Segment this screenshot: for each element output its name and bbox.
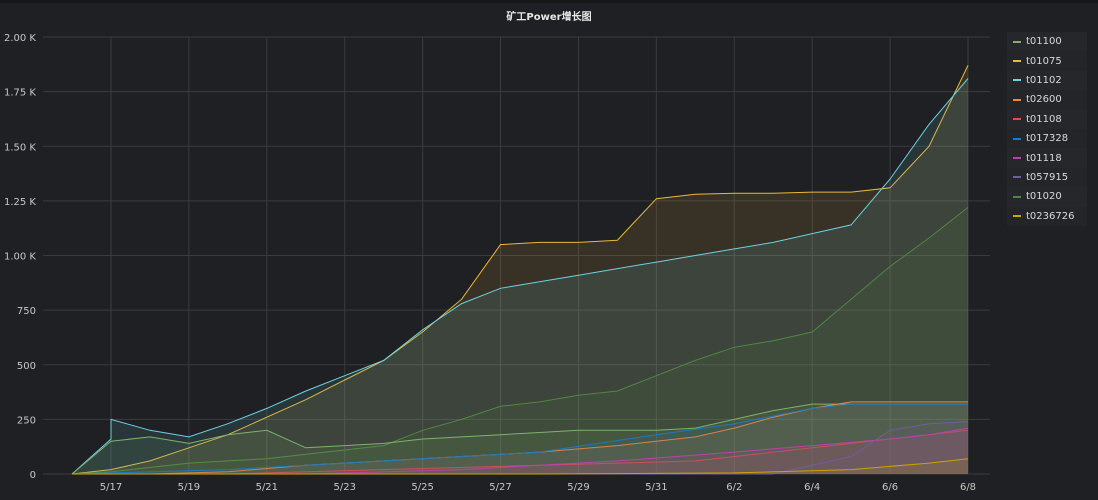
legend-label: t01100 <box>1026 36 1062 48</box>
x-tick-label: 6/4 <box>804 482 820 493</box>
legend-item-t01020[interactable]: t01020 <box>1007 187 1087 207</box>
series-line-t01020[interactable] <box>71 207 969 475</box>
legend-label: t01108 <box>1026 113 1062 125</box>
legend-item-t01108[interactable]: t01108 <box>1007 109 1087 129</box>
y-tick-label: 0 <box>30 470 36 481</box>
legend-swatch <box>1013 118 1021 121</box>
series-line-t01075[interactable] <box>71 65 969 475</box>
series-area-t0236726 <box>72 458 968 474</box>
series-area-t02600 <box>72 401 968 474</box>
series-line-t02600[interactable] <box>72 401 968 475</box>
x-tick-label: 5/21 <box>256 482 278 493</box>
series-line-t0236726[interactable] <box>72 458 969 475</box>
x-tick-label: 5/27 <box>489 482 511 493</box>
x-tick-label: 5/23 <box>333 482 355 493</box>
y-tick-label: 1.50 K <box>4 142 36 153</box>
legend-label: t01118 <box>1026 152 1062 164</box>
legend-swatch <box>1013 215 1021 218</box>
series-area-t01102 <box>72 78 968 474</box>
series-line-t017328[interactable] <box>71 403 968 475</box>
legend-swatch <box>1013 79 1021 82</box>
series-line-t01118[interactable] <box>72 427 969 475</box>
legend-item-t01102[interactable]: t01102 <box>1007 70 1087 91</box>
legend-swatch <box>1013 176 1021 179</box>
series-area-t01075 <box>72 65 968 475</box>
legend-label: t0236726 <box>1026 210 1075 222</box>
x-tick-label: 5/25 <box>411 482 433 493</box>
legend-item-t01100[interactable]: t01100 <box>1007 32 1087 52</box>
y-tick-label: 750 <box>17 306 36 317</box>
legend-item-t01075[interactable]: t01075 <box>1007 51 1087 71</box>
legend-label: t01075 <box>1026 55 1062 67</box>
series-area-t057915 <box>72 421 968 474</box>
chart-title: 矿工Power增长图 <box>506 12 592 23</box>
y-axis: 0 250 500 750 1.00 K 1.25 K 1.50 K 1.75 K 2.00 K <box>4 33 36 481</box>
series-area-t01118 <box>72 428 968 474</box>
legend-item-t017328[interactable]: t017328 <box>1007 128 1087 149</box>
x-tick-label: 6/2 <box>726 482 742 493</box>
x-tick-label: 5/19 <box>178 482 200 493</box>
x-tick-label: 6/8 <box>960 482 976 493</box>
legend-item-t02600[interactable]: t02600 <box>1007 90 1087 110</box>
legend-item-t057915[interactable]: t057915 <box>1007 167 1087 188</box>
y-tick-label: 1.25 K <box>4 197 36 208</box>
legend: t01100 t01075 t01102 t02600 t01108 t017328 t01… <box>1007 32 1087 226</box>
legend-swatch <box>1013 137 1021 140</box>
legend-label: t057915 <box>1026 171 1069 183</box>
series-line-t057915[interactable] <box>72 421 969 475</box>
x-tick-label: 6/6 <box>882 482 898 493</box>
series-area-t01108 <box>72 430 968 474</box>
x-tick-label: 5/29 <box>567 482 589 493</box>
y-tick-label: 250 <box>17 415 36 426</box>
legend-item-t01118[interactable]: t01118 <box>1007 148 1087 168</box>
top-bar <box>0 0 1098 3</box>
y-tick-label: 1.00 K <box>4 252 36 263</box>
grid <box>43 36 990 475</box>
legend-swatch <box>1013 195 1021 198</box>
y-tick-label: 1.75 K <box>4 88 36 99</box>
y-tick-label: 2.00 K <box>4 33 36 44</box>
legend-swatch <box>1013 60 1021 63</box>
series-line-t01100[interactable] <box>71 403 968 475</box>
legend-item-t0236726[interactable]: t0236726 <box>1007 206 1087 226</box>
x-tick-label: 5/17 <box>100 482 122 493</box>
series-area-t01020 <box>72 207 968 474</box>
legend-label: t01102 <box>1026 74 1062 86</box>
legend-label: t02600 <box>1026 94 1062 106</box>
y-tick-label: 500 <box>17 361 36 372</box>
legend-swatch <box>1013 157 1021 160</box>
legend-swatch <box>1013 98 1021 101</box>
legend-label: t01020 <box>1026 191 1062 203</box>
x-axis: 5/17 5/19 5/21 5/23 5/25 5/27 5/29 5/31 6/2 6/4 6/… <box>100 482 976 493</box>
series-line-t01102[interactable] <box>71 78 969 475</box>
series-layer <box>71 65 969 475</box>
legend-swatch <box>1013 40 1021 43</box>
legend-label: t017328 <box>1026 133 1069 145</box>
series-area-t017328 <box>72 404 968 474</box>
x-tick-label: 5/31 <box>645 482 667 493</box>
